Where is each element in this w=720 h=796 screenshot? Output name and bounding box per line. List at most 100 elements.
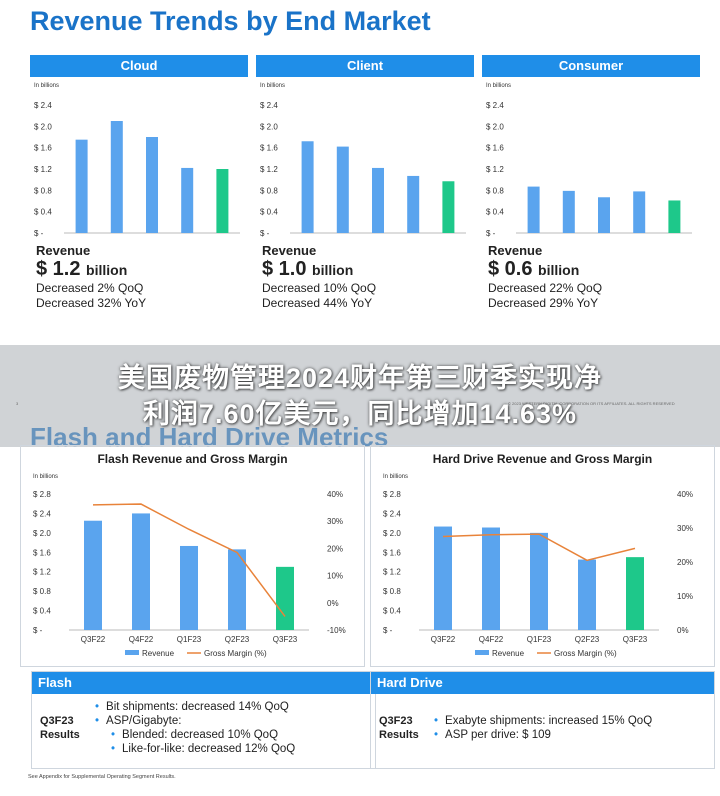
revenue-bar — [530, 532, 548, 630]
qoq-change: Decreased 10% QoQ — [262, 281, 377, 295]
y-tick-label: $ 2.4 — [383, 509, 401, 518]
revenue-bar — [482, 527, 500, 630]
revenue-bar — [180, 545, 198, 630]
y-tick-label: $ - — [33, 626, 43, 635]
segment-header: Cloud — [30, 55, 248, 77]
y2-tick-label: 20% — [327, 544, 343, 553]
hdd-revenue-margin-chart: In billions $ - $ 0.4 $ 0.8 $ 1.2 $ 1.6 $ 2.0 $… — [383, 474, 693, 658]
units-label: In billions — [383, 474, 408, 480]
y-tick-label: $ 1.6 — [33, 548, 51, 557]
y-tick-label: $ 2.4 — [33, 509, 51, 518]
copyright-text: © 2023 WESTERN DIGITAL CORPORATION OR IT… — [508, 401, 675, 406]
revenue-label: Revenue — [262, 243, 317, 258]
page-title: Revenue Trends by End Market — [30, 6, 431, 36]
bar — [598, 197, 610, 233]
legend-margin-label: Gross Margin (%) — [554, 649, 617, 658]
y-tick-label: $ 2.0 — [33, 529, 51, 538]
sub-bullet-item: Blended: decreased 10% QoQ — [95, 728, 295, 742]
revenue-amount: $ 1.0 billion — [262, 258, 474, 281]
headline-overlay: 美国废物管理2024财年第三财季实现净 利润7.60亿美元，同比增加14.63% — [0, 360, 720, 432]
y2-tick-label: 20% — [677, 558, 693, 567]
units-label: In billions — [486, 83, 511, 89]
units-label: In billions — [34, 83, 59, 89]
bullet-item: ASP per drive: $ 109 — [434, 728, 652, 742]
bar — [146, 137, 158, 233]
revenue-bar — [132, 513, 150, 630]
legend-revenue-swatch — [475, 650, 489, 655]
bar — [301, 141, 314, 233]
bar — [181, 167, 194, 233]
hdd-details-box: Hard Drive Q3F23 Results Exabyte shipmen… — [370, 671, 715, 769]
y-tick-label: $ - — [486, 229, 496, 237]
hdd-chart-panel: Hard Drive Revenue and Gross Margin In b… — [370, 445, 715, 667]
y-tick-label: $ 1.6 — [383, 548, 401, 557]
flash-chart-panel: Flash Revenue and Gross Margin In billio… — [20, 445, 365, 667]
slide-divider: 3 © 2023 WESTERN DIGITAL CORPORATION OR … — [0, 345, 720, 447]
chart-title: Flash Revenue and Gross Margin — [97, 452, 288, 466]
bar — [110, 121, 123, 233]
y-tick-label: $ 2.4 — [34, 101, 52, 110]
bullet-item: Exabyte shipments: increased 15% QoQ — [434, 714, 652, 728]
y-tick-label: $ 2.8 — [33, 490, 51, 499]
revenue-amount: $ 0.6 billion — [488, 258, 700, 281]
y-tick-label: $ 0.8 — [383, 587, 401, 596]
y-tick-label: $ 2.8 — [383, 490, 401, 499]
segment-card-consumer: Consumer In billions $ - $ 0.4 $ 0.8 $ 1.2 $ … — [482, 55, 700, 345]
details-period: Q3F23 Results — [379, 714, 419, 742]
y2-tick-label: 40% — [677, 490, 693, 499]
revenue-bar — [434, 526, 452, 630]
amount-unit: billion — [538, 262, 580, 278]
consumer-revenue-chart: In billions $ - $ 0.4 $ 0.8 $ 1.2 $ 1.6 $ 2.0 $… — [486, 83, 692, 237]
results-label: Results — [40, 729, 80, 741]
x-tick-label: Q3F22 — [431, 635, 456, 644]
revenue-bar — [84, 520, 102, 630]
y2-tick-label: 30% — [327, 517, 343, 526]
x-tick-label: Q4F22 — [479, 635, 504, 644]
y-tick-label: $ 2.4 — [486, 101, 504, 110]
revenue-bar — [578, 559, 596, 630]
y-tick-label: $ 1.2 — [383, 568, 401, 577]
amount-unit: billion — [86, 262, 128, 278]
flash-revenue-margin-chart: In billions $ - $ 0.4 $ 0.8 $ 1.2 $ 1.6 $ 2.0 $… — [33, 474, 346, 658]
bar — [75, 139, 88, 233]
amount-value: $ 1.0 — [262, 258, 307, 280]
bar — [336, 146, 349, 233]
y-tick-label: $ 0.4 — [33, 607, 51, 616]
x-tick-label: Q4F22 — [129, 635, 154, 644]
y-tick-label: $ 0.8 — [33, 587, 51, 596]
x-tick-label: Q3F22 — [81, 635, 106, 644]
y-tick-label: $ 1.6 — [34, 144, 52, 153]
period-label: Q3F23 — [379, 715, 413, 727]
legend-margin-label: Gross Margin (%) — [204, 649, 267, 658]
cloud-revenue-chart: In billions $ - $ 0.4 $ 0.8 $ 1.2 $ 1.6 $ 2.0 $… — [34, 83, 240, 237]
segment-card-client: Client In billions $ - $ 0.4 $ 0.8 $ 1.2 $ 1.… — [256, 55, 474, 345]
details-list: Exabyte shipments: increased 15% QoQASP … — [434, 714, 652, 742]
period-label: Q3F23 — [40, 715, 74, 727]
y-tick-label: $ 0.4 — [383, 607, 401, 616]
details-header: Hard Drive — [371, 672, 714, 694]
details-list: Bit shipments: decreased 14% QoQASP/Giga… — [95, 700, 295, 756]
gross-margin-line — [92, 503, 286, 617]
revenue-bar — [626, 557, 644, 630]
y-tick-label: $ 0.8 — [486, 186, 504, 195]
segment-header: Client — [256, 55, 474, 77]
client-revenue-chart: In billions $ - $ 0.4 $ 0.8 $ 1.2 $ 1.6 $ 2.0 $… — [260, 83, 466, 237]
legend-revenue-swatch — [125, 650, 139, 655]
y-tick-label: $ 1.2 — [260, 165, 278, 174]
bar — [442, 181, 455, 233]
x-tick-label: Q2F23 — [575, 635, 600, 644]
y-tick-label: $ 0.8 — [260, 186, 278, 195]
y2-tick-label: 40% — [327, 490, 343, 499]
y-tick-label: $ - — [260, 229, 270, 237]
bar — [633, 191, 646, 233]
y-tick-label: $ 1.6 — [486, 144, 504, 153]
revenue-amount: $ 1.2 billion — [36, 258, 248, 281]
y2-tick-label: 0% — [677, 626, 689, 635]
y-tick-label: $ 0.4 — [34, 208, 52, 217]
y-tick-label: $ 2.0 — [383, 529, 401, 538]
bar — [562, 190, 575, 233]
revenue-bar — [228, 549, 246, 630]
bar — [527, 186, 540, 233]
amount-unit: billion — [312, 262, 354, 278]
bar — [668, 200, 681, 233]
